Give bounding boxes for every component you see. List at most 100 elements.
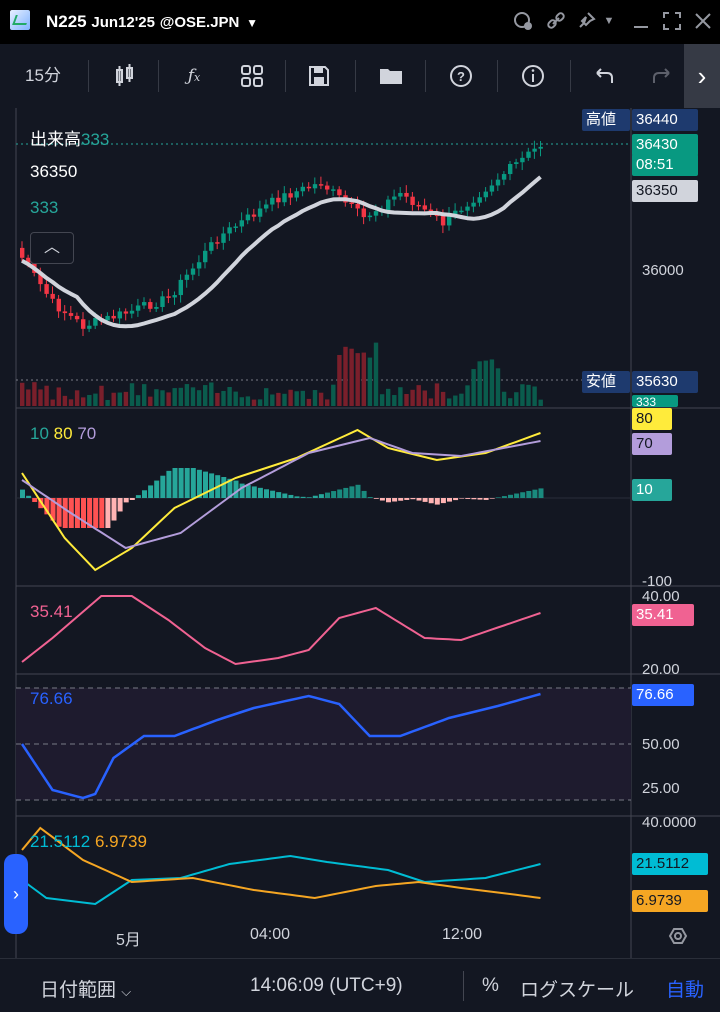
candle-style-icon[interactable] [108,60,140,92]
minimize-icon[interactable] [630,10,652,32]
macd-tag: 80 [632,408,672,430]
macd-legend: 10 80 70 [30,424,96,444]
macd-histogram-bar [239,483,245,498]
dropdown-icon[interactable]: ▼ [603,15,615,27]
macd-histogram-bar [538,488,544,498]
redo-icon[interactable] [646,60,678,92]
toolbar-divider [497,60,498,92]
candle-body [251,214,257,217]
volume-bar [373,342,379,406]
macd-histogram-bar [56,498,62,527]
volume-bar [282,393,287,406]
macd-histogram-bar [26,495,32,498]
undo-icon[interactable] [588,60,620,92]
volume-bar [392,395,397,406]
candle-body [105,315,110,321]
volume-bar [99,385,104,406]
volume-bar [361,352,366,406]
volume-bar [355,353,360,406]
percent-toggle[interactable]: % [482,975,499,996]
volume-bar [526,384,531,406]
volume-bar [93,393,98,406]
volume-legend-value: 333 [30,198,59,217]
macd-histogram-bar [373,498,379,499]
macd-histogram-bar [532,489,538,498]
candle-body [20,247,25,258]
macd-histogram-bar [221,477,227,498]
log-scale-toggle[interactable]: ログスケール [520,980,635,1001]
volume-bar [440,391,446,406]
candle-body [117,311,122,319]
folder-icon[interactable] [375,60,407,92]
volume-bar [111,392,116,406]
candle-body [209,242,214,251]
symbol-date: Jun12'25 [91,14,155,31]
collapse-legend-button[interactable]: ︿ [30,232,74,264]
maximize-icon[interactable] [661,10,683,32]
candle-body [514,162,519,164]
interval-button[interactable]: 15分 [25,66,61,85]
candle-body [318,184,324,186]
macd-histogram-bar [154,480,160,498]
candle-body [361,208,366,218]
macd-histogram-bar [270,490,276,498]
volume-bar [123,391,129,406]
volume-bar [300,390,305,406]
chevron-right-icon[interactable]: › [684,44,720,108]
expand-panel-handle[interactable]: › [4,854,28,934]
volume-bar [404,393,409,406]
macd-histogram-bar [440,498,446,504]
info-icon[interactable] [517,60,549,92]
save-icon[interactable] [303,60,335,92]
layout-grid-icon[interactable] [236,60,268,92]
stoch-legend: 76.66 [30,689,73,708]
indicators-fx-icon[interactable]: ƒx [187,66,201,86]
macd-histogram-bar [422,498,428,502]
candle-body [538,146,543,149]
macd-histogram-bar [87,498,93,528]
candle-body [257,208,263,217]
volume-bar [215,392,220,406]
macd-histogram-bar [172,468,178,498]
candle-body [465,206,470,211]
volume-bar [331,384,336,406]
volume-bar [465,385,470,406]
pin-icon[interactable] [575,10,597,32]
volume-bar [56,387,61,406]
candle-body [135,305,141,311]
volume-bar [184,384,190,406]
close-icon[interactable] [692,10,714,32]
chart-area[interactable]: 出来高333 36350 333 ︿ 10 80 70 35.41 76.66 … [0,108,720,958]
macd-histogram-bar [282,493,288,498]
volume-bar [538,399,543,406]
clock[interactable]: 14:06:09 (UTC+9) [250,975,403,996]
link-icon[interactable] [545,10,567,32]
price-tick: 36000 [642,262,684,279]
symbol-selector[interactable]: N225 Jun12'25 @OSE.JPN ▼ [46,12,258,32]
date-range-button[interactable]: 日付範囲 ⌵ [40,975,131,1002]
candle-body [38,272,43,285]
macd-histogram-bar [312,495,318,498]
candle-body [264,204,269,209]
help-icon[interactable]: ? [445,60,477,92]
candle-body [154,306,159,309]
volume-bar [32,382,37,406]
candle-body [392,196,397,200]
candle-body [270,197,275,205]
macd-histogram-bar [93,498,99,528]
low-label: 安値 [582,371,630,393]
macd-histogram-bar [264,489,269,498]
auto-scale-toggle[interactable]: 自動 [666,980,705,1001]
chevron-down-icon: ⌵ [121,984,132,999]
adx-legend-orange: 6.9739 [94,832,147,851]
macd-histogram-bar [32,498,38,502]
macd-legend-macd: 80 [53,424,73,443]
volume-bar [343,346,348,406]
macd-signal-line [21,436,541,550]
macd-histogram-bar [392,498,398,502]
macd-histogram-bar [459,498,465,499]
volume-bar [251,399,257,406]
signal-tag: 70 [632,433,672,455]
chat-bubble-icon[interactable] [512,10,534,32]
volume-label: 出来高 [30,130,81,149]
